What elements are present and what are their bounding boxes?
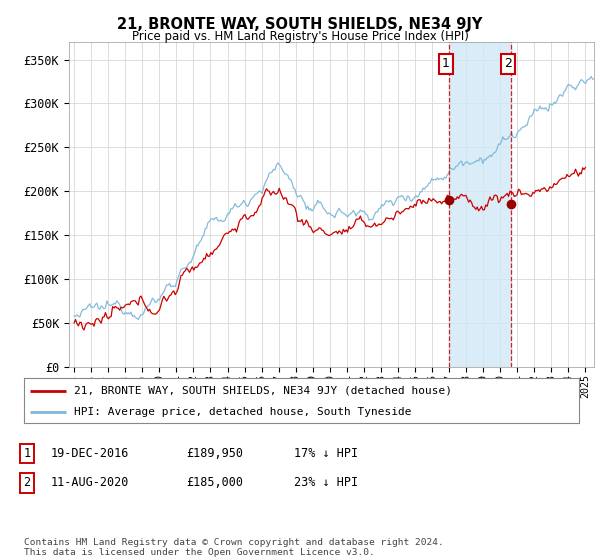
Text: 17% ↓ HPI: 17% ↓ HPI: [294, 447, 358, 460]
Text: HPI: Average price, detached house, South Tyneside: HPI: Average price, detached house, Sout…: [74, 407, 412, 417]
Text: 1: 1: [23, 447, 31, 460]
Text: 21, BRONTE WAY, SOUTH SHIELDS, NE34 9JY: 21, BRONTE WAY, SOUTH SHIELDS, NE34 9JY: [118, 17, 482, 32]
Text: 23% ↓ HPI: 23% ↓ HPI: [294, 476, 358, 489]
Text: 11-AUG-2020: 11-AUG-2020: [51, 476, 130, 489]
Text: £185,000: £185,000: [186, 476, 243, 489]
Text: Contains HM Land Registry data © Crown copyright and database right 2024.
This d: Contains HM Land Registry data © Crown c…: [24, 538, 444, 557]
Text: £189,950: £189,950: [186, 447, 243, 460]
Text: Price paid vs. HM Land Registry's House Price Index (HPI): Price paid vs. HM Land Registry's House …: [131, 30, 469, 43]
Text: 2: 2: [23, 476, 31, 489]
Text: 19-DEC-2016: 19-DEC-2016: [51, 447, 130, 460]
Text: 2: 2: [504, 58, 512, 71]
Bar: [449, 42, 511, 367]
Text: 21, BRONTE WAY, SOUTH SHIELDS, NE34 9JY (detached house): 21, BRONTE WAY, SOUTH SHIELDS, NE34 9JY …: [74, 385, 452, 395]
Text: 1: 1: [442, 58, 450, 71]
